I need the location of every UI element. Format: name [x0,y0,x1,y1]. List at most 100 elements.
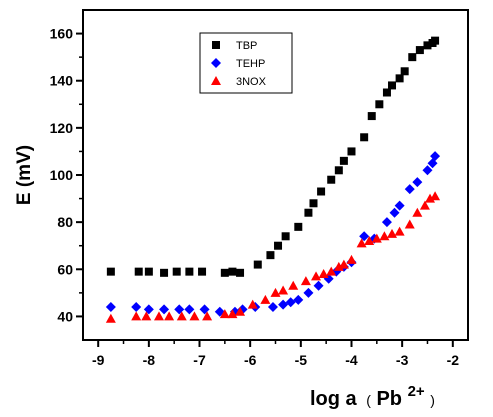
legend-marker-tehp [211,58,221,68]
x-tick-label: -8 [143,352,156,368]
y-tick-label: 120 [50,120,74,136]
x-ticks: -9 -8 -7 -6 -5 -4 -3 -2 [92,340,459,368]
data-point-3nox [260,294,271,304]
data-point-3nox [235,306,246,316]
data-point-tehp [303,287,314,298]
data-point-tehp [267,302,278,312]
data-point-tbp [347,147,356,156]
data-point-3nox [270,287,281,297]
data-point-tbp [304,208,313,217]
data-point-3nox [419,200,430,210]
data-point-3nox [278,285,289,295]
data-point-3nox [164,311,175,321]
data-point-3nox [131,311,142,321]
data-point-3nox [288,280,299,290]
data-point-tbp [281,232,290,241]
data-point-tehp [394,200,405,211]
data-point-3nox [430,191,441,201]
y-tick-label: 80 [57,214,73,230]
data-point-tbp [134,267,143,276]
y-tick-label: 60 [57,261,73,277]
data-point-tehp [430,151,441,162]
y-axis-label: E (mV) [14,145,35,205]
x-tick-label: -6 [244,352,257,368]
data-point-3nox [333,261,344,271]
data-point-tbp [106,267,115,276]
data-point-3nox [404,219,415,229]
legend-marker-3nox [211,76,221,85]
data-point-tbp [309,199,318,208]
data-point-3nox [311,271,322,281]
data-point-3nox [227,309,238,319]
data-point-tbp [228,267,237,276]
data-point-3nox [394,226,405,236]
data-point-tbp [423,41,432,50]
x-axis-label-superscript: 2+ [408,383,425,400]
data-point-3nox [356,238,367,248]
legend: TBP TEHP 3NOX [199,32,293,94]
data-point-3nox [371,233,382,243]
x-tick-label: -3 [396,352,409,368]
data-point-tbp [395,74,404,83]
data-point-3nox [364,236,375,245]
data-point-tehp [285,297,296,308]
data-point-tbp [266,251,275,260]
data-point-3nox [387,228,398,238]
data-point-tbp [294,222,303,231]
data-point-3nox [300,276,311,286]
data-point-tbp [360,133,369,142]
data-point-3nox [318,269,329,278]
data-point-tehp [143,304,154,315]
data-point-tehp [199,304,210,315]
data-point-tbp [367,112,376,121]
data-point-tbp [198,267,207,276]
data-point-tbp [334,166,343,175]
x-axis-label-base: log a [310,388,358,410]
data-point-tehp [422,165,433,176]
x-tick-label: -9 [92,352,105,368]
data-point-3nox [141,311,152,321]
data-point-tbp [236,268,245,277]
data-point-tbp [431,36,440,45]
x-tick-label: -2 [447,352,460,368]
data-point-3nox [338,259,349,269]
x-tick-label: -7 [193,352,206,368]
data-point-tbp [408,53,417,62]
data-point-tehp [174,304,185,315]
y-ticks: 40 60 80 100 120 140 160 [50,26,83,324]
x-axis-label: log a ( Pb 2+ ) [310,379,435,410]
data-point-tehp [404,184,415,195]
data-point-3nox [326,266,337,276]
data-point-3nox [425,193,436,203]
data-point-tbp [415,46,424,55]
y-tick-label: 40 [57,308,73,324]
data-point-tehp [278,299,289,310]
data-point-tehp [105,302,116,312]
data-point-tbp [172,267,181,276]
x-tick-label: -5 [295,352,308,368]
data-point-tbp [220,268,229,277]
data-point-tbp [382,88,391,97]
data-point-3nox [379,231,390,241]
x-axis-label-species: Pb [376,388,402,410]
data-markers [105,36,441,323]
legend-label-tbp: TBP [236,40,257,52]
legend-marker-tbp [212,41,220,49]
data-point-tehp [381,217,392,228]
data-point-tehp [184,304,195,315]
data-point-3nox [219,309,230,319]
data-point-tehp [159,304,170,315]
x-axis-label-paren-open: ( [366,392,371,408]
data-point-tbp [327,175,336,184]
data-point-3nox [346,254,357,264]
x-axis-label-paren-close: ) [430,392,435,408]
y-tick-label: 160 [50,26,74,42]
legend-label-tehp: TEHP [236,58,265,70]
data-point-tbp [339,156,348,165]
data-point-tbp [400,67,409,76]
y-tick-label: 140 [50,73,74,89]
data-point-tbp [274,241,283,250]
data-point-tbp [185,267,194,276]
y-tick-label: 100 [50,167,74,183]
data-point-tehp [412,177,423,188]
